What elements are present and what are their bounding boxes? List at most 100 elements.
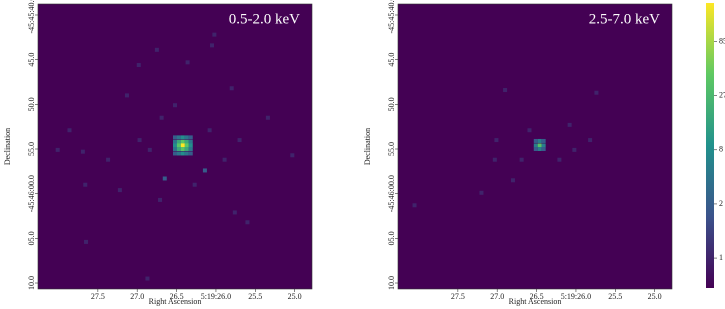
y-tick-label: 05.0 (387, 231, 396, 245)
pixel (188, 151, 193, 156)
pixel (492, 157, 497, 162)
pixel (533, 143, 538, 148)
pixel (180, 151, 185, 156)
pixel (184, 139, 189, 144)
y-axis-label: Declination (3, 128, 12, 165)
pixel (173, 103, 177, 108)
colorbar-tick-label: 2 (719, 199, 723, 208)
pixel (176, 139, 181, 144)
pixel (188, 143, 193, 148)
pixel (184, 147, 189, 152)
pixel (173, 147, 177, 152)
pixel (479, 190, 484, 195)
pixel (106, 157, 111, 162)
pixel (594, 90, 599, 95)
pixel (185, 60, 190, 65)
pixel (176, 147, 181, 152)
pixel (173, 143, 177, 148)
pixel (184, 151, 189, 156)
pixel (567, 122, 572, 127)
pixel (494, 138, 499, 143)
pixel (537, 138, 542, 143)
x-axis-label: Right Ascension (509, 297, 562, 306)
x-tick-label: 26.5 (530, 292, 544, 301)
pixel (67, 128, 72, 133)
pixel (557, 157, 562, 162)
pixel (588, 138, 593, 143)
x-tick-label: 25.5 (608, 292, 622, 301)
pixel (145, 276, 150, 281)
x-tick-label: 27.0 (490, 292, 504, 301)
colorbar-tick-label: 27 (719, 90, 725, 99)
y-tick-label: 05.0 (27, 231, 36, 245)
pixel (412, 203, 417, 208)
y-tick-label: 50.0 (387, 97, 396, 111)
x-tick-label: 5:19:26.0 (201, 292, 231, 301)
colorbar-tick-label: 85 (719, 36, 725, 45)
x-tick-label: 26.5 (170, 292, 184, 301)
pixel (176, 143, 181, 148)
pixel (237, 138, 242, 143)
pixel (173, 151, 177, 156)
pixel (176, 151, 181, 156)
y-tick-label: 10.0 (387, 276, 396, 290)
pixel (537, 143, 542, 148)
title: 0.5-2.0 keV (229, 11, 300, 27)
pixel (162, 176, 167, 181)
y-tick-label: -45:45:40.0 (27, 0, 36, 34)
pixel (124, 93, 129, 98)
y-tick-label: 50.0 (27, 97, 36, 111)
pixel (510, 178, 515, 183)
pixel (147, 147, 152, 152)
pixel (83, 182, 88, 187)
pixel (210, 43, 215, 48)
pixel (80, 149, 85, 154)
colorbar-tick-label: 1 (719, 253, 723, 262)
y-tick-label: 55.0 (387, 142, 396, 156)
pixel (527, 128, 532, 133)
pixel (232, 210, 237, 215)
pixel (537, 147, 542, 152)
pixel (212, 32, 217, 37)
pixel (229, 86, 234, 91)
title: 2.5-7.0 keV (589, 11, 660, 27)
pixel (188, 135, 193, 140)
pixel (173, 139, 177, 144)
pixel (188, 139, 193, 144)
pixel (290, 153, 295, 158)
pixel (137, 138, 142, 143)
pixel (180, 135, 185, 140)
pixel (176, 135, 181, 140)
y-tick-label: -45:46:00.0 (27, 175, 36, 212)
pixel (222, 157, 227, 162)
y-tick-label: 45.0 (387, 53, 396, 67)
pixel (533, 138, 538, 143)
x-tick-label: 25.0 (288, 292, 302, 301)
x-tick-label: 27.5 (451, 292, 465, 301)
x-axis-label: Right Ascension (149, 297, 202, 306)
pixel (202, 168, 207, 173)
y-tick-label: 10.0 (27, 276, 36, 290)
pixel (184, 143, 189, 148)
x-tick-label: 25.0 (648, 292, 662, 301)
pixel (541, 147, 546, 152)
pixel (180, 147, 185, 152)
pixel (159, 115, 164, 120)
pixel (541, 143, 546, 148)
pixel (154, 47, 159, 52)
pixel (541, 138, 546, 143)
pixel (173, 135, 177, 140)
y-tick-label: 45.0 (27, 53, 36, 67)
pixel (188, 147, 193, 152)
x-tick-label: 27.5 (91, 292, 105, 301)
y-tick-label: 55.0 (27, 142, 36, 156)
pixel (519, 157, 524, 162)
pixel (503, 88, 508, 93)
pixel (158, 197, 163, 202)
pixel (265, 115, 270, 120)
y-tick-label: -45:46:00.0 (387, 175, 396, 212)
pixel (117, 188, 122, 193)
y-tick-label: -45:45:40.0 (387, 0, 396, 34)
pixel (533, 147, 538, 152)
pixel (245, 220, 250, 225)
